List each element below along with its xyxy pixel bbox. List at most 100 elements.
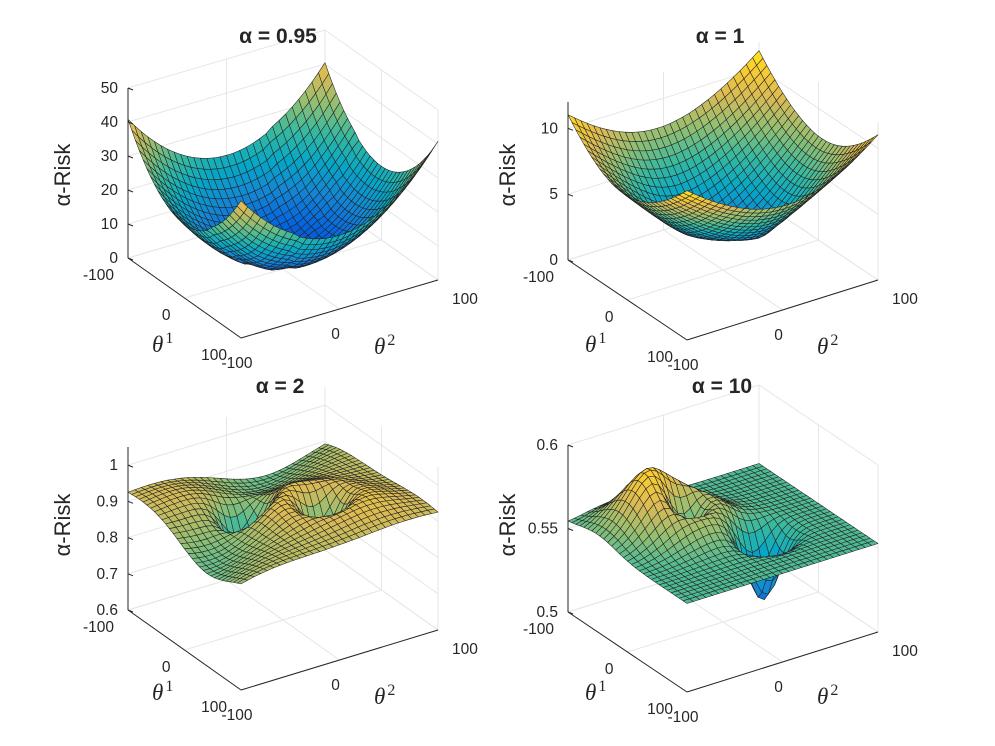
z-tick-label: 10 (541, 120, 559, 137)
z-tick (567, 127, 574, 131)
theta2-tick-label: 0 (774, 679, 783, 696)
theta1-tick-label: 0 (162, 307, 171, 324)
theta1-symbol: θ (152, 680, 163, 705)
theta2-tick-label: -100 (221, 355, 252, 372)
surface-mesh (127, 62, 439, 271)
theta2-symbol: θ (374, 684, 385, 709)
z-tick (127, 537, 134, 541)
theta2-tick-label: 0 (331, 326, 340, 343)
theta2-tick-label: -100 (667, 357, 698, 374)
z-tick-label: 30 (101, 148, 119, 165)
theta1-tick-label: 0 (605, 309, 614, 326)
theta1-symbol: θ (585, 332, 596, 357)
z-tick-label: 50 (101, 80, 119, 97)
surface-cell (236, 578, 248, 585)
z-tick-label: 0.6 (96, 602, 118, 619)
theta2-tick-label: 100 (452, 641, 478, 658)
theta1-tick-label: -100 (523, 269, 554, 286)
theta1-tick-label: 100 (647, 349, 673, 366)
z-axis-label: α-Risk (50, 143, 75, 207)
theta1-index: 1 (165, 678, 173, 695)
z-tick (567, 444, 574, 448)
theta1-tick-label: -100 (523, 621, 554, 638)
z-axis-label: α-Risk (495, 143, 520, 207)
z-axis-label: α-Risk (495, 493, 520, 557)
theta2-index: 2 (830, 682, 838, 699)
z-tick (127, 223, 134, 227)
z-tick (127, 121, 134, 125)
z-tick (127, 257, 134, 261)
z-tick (127, 500, 134, 504)
theta2-tick-label: 100 (892, 291, 918, 308)
theta1-tick-label: -100 (83, 267, 114, 284)
z-tick-label: 0.5 (536, 604, 558, 621)
z-tick-label: 0.9 (96, 493, 118, 510)
surface-mesh (127, 443, 439, 585)
floor-gridline (226, 579, 340, 661)
theta1-symbol: θ (585, 680, 596, 705)
z-tick-label: 5 (549, 186, 558, 203)
z-tick-label: 20 (101, 182, 119, 199)
z-tick-label: 10 (101, 216, 119, 233)
theta2-tick-label: 100 (892, 643, 918, 660)
z-tick (127, 87, 134, 91)
surface-mesh (567, 50, 879, 242)
z-tick (567, 259, 574, 263)
theta1-tick-label: -100 (83, 619, 114, 636)
z-axis-label: α-Risk (50, 493, 75, 557)
floor-gridline (663, 229, 783, 311)
theta2-axis-line (240, 629, 439, 691)
floor-gridline (324, 549, 439, 631)
chart-title: α = 2 (256, 375, 305, 398)
theta1-tick-label: 0 (162, 659, 171, 676)
z-tick-label: 0.6 (536, 437, 558, 454)
z-tick (127, 609, 134, 613)
theta2-tick-label: 100 (452, 291, 478, 308)
z-tick (567, 193, 574, 197)
theta1-tick-label: 100 (201, 347, 227, 364)
z-tick (127, 573, 134, 577)
theta2-symbol: θ (817, 334, 828, 359)
theta1-tick-label: 100 (201, 699, 227, 716)
surface-cell (682, 190, 694, 197)
z-tick (127, 189, 134, 193)
surface-mesh (567, 463, 879, 604)
theta2-tick-label: 0 (331, 677, 340, 694)
theta2-tick-label: -100 (221, 707, 252, 724)
theta1-axis-line (567, 259, 688, 341)
z-tick-label: 0 (549, 252, 558, 269)
z-tick-label: 1 (109, 457, 118, 474)
theta2-axis-line (240, 279, 439, 339)
chart-title: α = 10 (692, 375, 752, 398)
theta1-axis-line (127, 609, 242, 691)
surface-cell (236, 200, 248, 214)
theta2-symbol: θ (817, 684, 828, 709)
chart-title: α = 1 (696, 25, 745, 48)
theta1-tick-label: 0 (605, 661, 614, 678)
theta1-symbol: θ (152, 332, 163, 357)
z-tick (567, 528, 574, 531)
z-tick (127, 155, 134, 159)
theta2-index: 2 (387, 332, 395, 349)
z-tick-label: 0.7 (96, 566, 118, 583)
theta1-index: 1 (165, 330, 173, 347)
z-tick-label: 0 (109, 250, 118, 267)
theta2-index: 2 (387, 682, 395, 699)
theta1-index: 1 (598, 678, 606, 695)
theta2-index: 2 (830, 332, 838, 349)
z-tick (127, 464, 134, 468)
